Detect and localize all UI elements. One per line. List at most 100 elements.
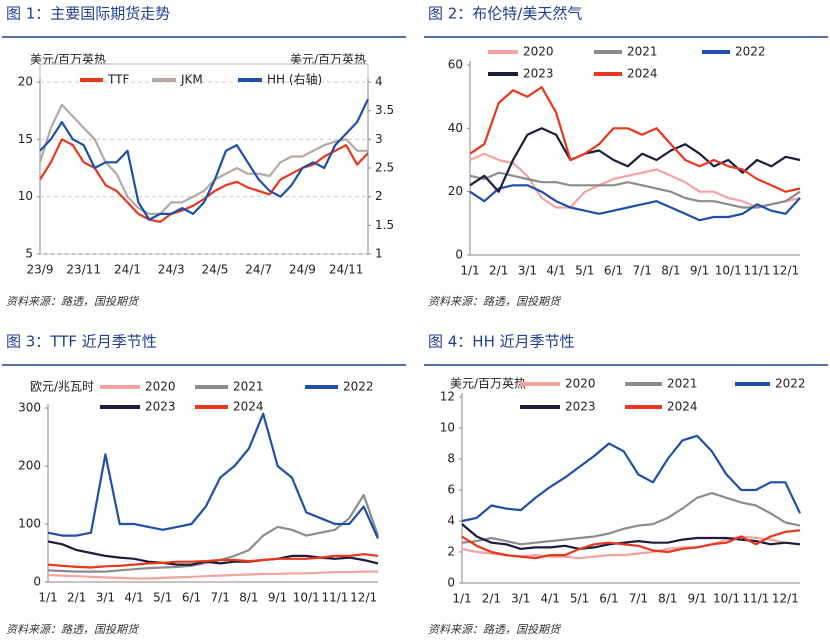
x-tick-label: 1/1 bbox=[460, 264, 479, 278]
x-tick-label: 9/1 bbox=[268, 591, 287, 605]
y-tick-label: 100 bbox=[18, 517, 41, 531]
x-tick-label: 10/1 bbox=[293, 591, 320, 605]
y-tick-label: 60 bbox=[448, 58, 463, 72]
y-axis-label: 美元/百万英热 bbox=[450, 377, 526, 391]
y-tick-label: 4 bbox=[447, 514, 455, 528]
x-tick-label: 10/1 bbox=[715, 264, 742, 278]
series-line bbox=[461, 434, 801, 523]
legend-label: 2024 bbox=[233, 400, 264, 414]
series-line bbox=[469, 171, 801, 209]
series-line bbox=[47, 570, 378, 580]
y2-tick-label: 2.5 bbox=[375, 161, 394, 175]
legend-label: HH (右轴) bbox=[267, 72, 322, 87]
series-line bbox=[469, 127, 801, 193]
x-tick-label: 2/1 bbox=[489, 264, 508, 278]
x-tick-label: 9/1 bbox=[690, 264, 709, 278]
series-line bbox=[47, 412, 380, 539]
x-tick-label: 11/1 bbox=[742, 592, 769, 606]
series-line bbox=[461, 523, 801, 550]
y2-tick-label: 4 bbox=[375, 75, 383, 89]
series-line bbox=[47, 553, 379, 569]
y2-tick-label: 3 bbox=[375, 132, 383, 146]
y2-tick-label: 1 bbox=[375, 247, 383, 261]
y-axis-label: 欧元/兆瓦时 bbox=[30, 380, 94, 394]
series-line bbox=[39, 138, 369, 223]
x-tick-label: 1/1 bbox=[38, 591, 57, 605]
x-tick-label: 8/1 bbox=[658, 592, 677, 606]
y-tick-label: 20 bbox=[448, 184, 463, 198]
series-line bbox=[469, 86, 801, 193]
x-tick-label: 5/1 bbox=[570, 592, 589, 606]
x-tick-label: 24/5 bbox=[201, 263, 228, 277]
legend-label: 2024 bbox=[667, 400, 698, 414]
y2-axis-label: 美元/百万英热 bbox=[290, 53, 366, 67]
legend-label: 2021 bbox=[667, 377, 698, 391]
chart-title: 图 2：布伦特/美天然气 bbox=[428, 5, 582, 23]
x-tick-label: 24/3 bbox=[158, 263, 185, 277]
y-tick-label: 10 bbox=[18, 189, 33, 203]
x-tick-label: 3/1 bbox=[96, 591, 115, 605]
x-tick-label: 6/1 bbox=[604, 264, 623, 278]
legend-label: 2023 bbox=[523, 67, 554, 81]
series-line bbox=[39, 98, 369, 221]
x-tick-label: 23/11 bbox=[66, 263, 101, 277]
y-tick-label: 0 bbox=[455, 248, 463, 262]
legend-label: 2022 bbox=[775, 377, 806, 391]
x-tick-label: 24/1 bbox=[114, 263, 141, 277]
x-tick-label: 11/1 bbox=[743, 264, 770, 278]
legend-label: 2020 bbox=[145, 380, 176, 394]
y-tick-label: 12 bbox=[440, 390, 455, 404]
y-axis-label: 美元/百万英热 bbox=[30, 53, 106, 67]
y-tick-label: 6 bbox=[447, 483, 455, 497]
x-tick-label: 8/1 bbox=[239, 591, 258, 605]
y-tick-label: 300 bbox=[18, 401, 41, 415]
x-tick-label: 3/1 bbox=[511, 592, 530, 606]
x-tick-label: 6/1 bbox=[182, 591, 201, 605]
y-tick-label: 20 bbox=[18, 75, 33, 89]
x-tick-label: 4/1 bbox=[541, 592, 560, 606]
y-tick-label: 5 bbox=[25, 247, 33, 261]
series-line bbox=[469, 152, 801, 209]
legend-label: 2023 bbox=[565, 400, 596, 414]
y-tick-label: 0 bbox=[447, 576, 455, 590]
legend-label: 2021 bbox=[627, 45, 658, 59]
y-tick-label: 15 bbox=[18, 132, 33, 146]
x-tick-label: 10/1 bbox=[713, 592, 740, 606]
source-note: 资料来源：路透，国投期货 bbox=[428, 295, 562, 308]
x-tick-label: 4/1 bbox=[546, 264, 565, 278]
legend-label: 2020 bbox=[565, 377, 596, 391]
legend-label: 2023 bbox=[145, 400, 176, 414]
chart-title: 图 1：主要国际期货走势 bbox=[6, 5, 170, 23]
x-tick-label: 4/1 bbox=[124, 591, 143, 605]
x-tick-label: 12/1 bbox=[772, 264, 799, 278]
legend-label: 2022 bbox=[735, 45, 766, 59]
legend-label: 2022 bbox=[343, 380, 374, 394]
source-note: 资料来源：路透，国投期货 bbox=[6, 295, 140, 308]
source-note: 资料来源：路透，国投期货 bbox=[428, 623, 562, 636]
y-tick-label: 2 bbox=[447, 545, 455, 559]
x-tick-label: 12/1 bbox=[772, 592, 799, 606]
series-line bbox=[461, 492, 801, 546]
series-line bbox=[469, 184, 801, 222]
chart-title: 图 4：HH 近月季节性 bbox=[428, 333, 575, 351]
x-tick-label: 2/1 bbox=[482, 592, 501, 606]
x-tick-label: 7/1 bbox=[629, 592, 648, 606]
x-tick-label: 3/1 bbox=[518, 264, 537, 278]
y2-tick-label: 3.5 bbox=[375, 103, 394, 117]
y-tick-label: 40 bbox=[448, 121, 463, 135]
y-tick-label: 8 bbox=[447, 452, 455, 466]
y-tick-label: 200 bbox=[18, 459, 41, 473]
series-line bbox=[38, 103, 368, 215]
x-tick-label: 5/1 bbox=[575, 264, 594, 278]
x-tick-label: 7/1 bbox=[633, 264, 652, 278]
x-tick-label: 12/1 bbox=[350, 591, 377, 605]
source-note: 资料来源：路透，国投期货 bbox=[6, 623, 140, 636]
legend-label: 2020 bbox=[523, 45, 554, 59]
series-line bbox=[461, 529, 801, 560]
x-tick-label: 1/1 bbox=[452, 592, 471, 606]
x-tick-label: 9/1 bbox=[687, 592, 706, 606]
x-tick-label: 24/11 bbox=[329, 263, 364, 277]
y-tick-label: 0 bbox=[33, 575, 41, 589]
x-tick-label: 2/1 bbox=[67, 591, 86, 605]
